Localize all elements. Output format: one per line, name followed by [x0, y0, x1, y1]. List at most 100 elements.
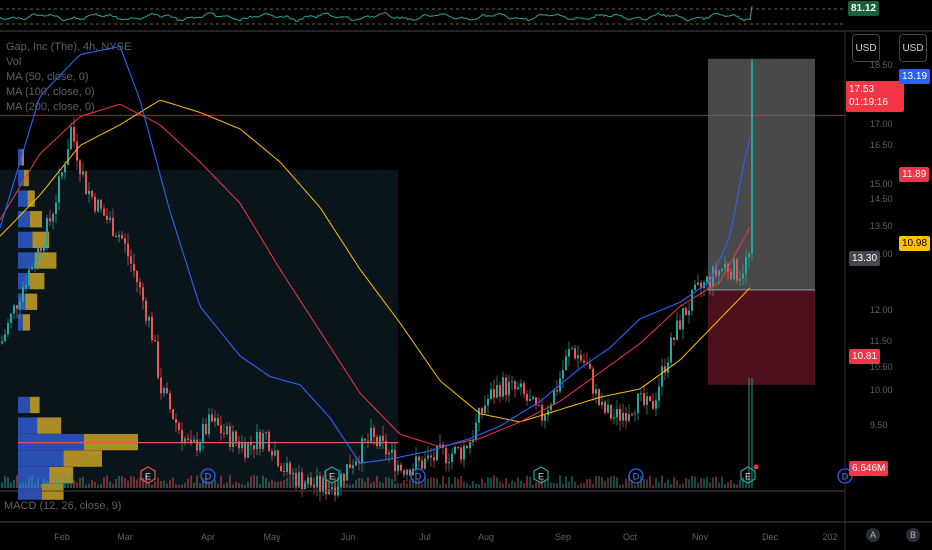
ma-200-legend[interactable]: MA (200, close, 0) — [6, 101, 95, 113]
candle-body — [67, 149, 69, 166]
candle-body — [79, 160, 81, 175]
event-marker-label: E — [145, 472, 151, 482]
candle-body — [514, 381, 516, 390]
volume-bar — [514, 482, 516, 488]
candle-body — [52, 214, 54, 222]
time-tick-label: Apr — [201, 532, 215, 542]
profit-zone — [708, 58, 815, 290]
volume-bar — [574, 481, 576, 488]
candle-body — [448, 461, 450, 464]
candle-body — [556, 390, 558, 392]
volume-bar — [190, 475, 192, 488]
vp-row-sell-2 — [27, 190, 35, 207]
volume-bar — [445, 483, 447, 488]
candle-body — [304, 483, 306, 490]
vp-row-buy-13 — [18, 466, 50, 484]
candle-body — [400, 464, 402, 471]
volume-legend[interactable]: Vol — [6, 56, 22, 68]
volume-bar — [247, 481, 249, 488]
ma-200-price-badge: 10.98 — [899, 236, 931, 251]
candle-body — [682, 308, 684, 330]
auto-scale-button[interactable]: A — [866, 528, 880, 542]
vp-row-sell-7 — [25, 293, 38, 310]
candle-body — [373, 427, 375, 437]
position-tool — [708, 58, 815, 385]
volume-bar — [553, 482, 555, 488]
volume-bar — [673, 476, 675, 488]
volume-bar — [595, 476, 597, 488]
volume-bar — [187, 478, 189, 488]
price-tick-label: 14.50 — [870, 194, 893, 204]
log-scale-button[interactable]: B — [906, 528, 920, 542]
currency-button-left[interactable]: USD — [852, 34, 880, 62]
volume-bar — [649, 475, 651, 488]
vp-row-buy-2 — [18, 190, 28, 207]
candle-body — [187, 438, 189, 440]
time-tick-label: Nov — [692, 532, 709, 542]
candle-body — [487, 398, 489, 406]
candle-body — [70, 126, 72, 150]
candle-body — [652, 401, 654, 409]
candle-body — [301, 472, 303, 490]
volume-bar — [412, 478, 414, 488]
volume-bar — [715, 476, 717, 488]
volume-bar — [202, 477, 204, 488]
candle-body — [643, 393, 645, 405]
candle-body — [94, 196, 96, 212]
macd-legend[interactable]: MACD (12, 26, close, 9) — [4, 500, 122, 512]
volume-bar — [331, 482, 333, 488]
time-tick-label: Jul — [419, 532, 431, 542]
candle-body — [280, 466, 282, 471]
last-price-value: 17.53 — [849, 84, 875, 95]
candle-body — [589, 363, 591, 369]
candle-body — [82, 171, 84, 175]
candle-body — [154, 340, 156, 342]
volume-bar — [208, 481, 210, 488]
volume-bar — [439, 484, 441, 488]
volume-bar — [430, 477, 432, 488]
candle-body — [172, 409, 174, 420]
volume-bar — [460, 475, 462, 488]
candle-body — [178, 422, 180, 430]
volume-bar — [352, 483, 354, 488]
candle-body — [664, 366, 666, 373]
candle-body — [73, 126, 75, 142]
candle-body — [433, 457, 435, 461]
volume-bar — [694, 476, 696, 488]
candle-body — [475, 422, 477, 440]
candle-body — [208, 414, 210, 435]
candle-body — [343, 473, 345, 481]
candle-body — [205, 423, 207, 435]
candle-body — [166, 388, 168, 394]
time-axis-ticks: Feb Mar Apr May Jun Jul Aug Sep Oct Nov Dec 202 — [54, 532, 837, 542]
candle-body — [736, 259, 738, 281]
time-tick-label: Feb — [54, 532, 70, 542]
alert-dot — [753, 464, 759, 470]
currency-button-right[interactable]: USD — [899, 34, 927, 62]
price-tick-label: 11.50 — [870, 336, 892, 346]
volume-bar — [700, 477, 702, 488]
candle-body — [109, 217, 111, 221]
volume-bar — [523, 483, 525, 488]
volume-bar — [718, 482, 720, 488]
candle-body — [460, 447, 462, 460]
volume-profile — [18, 149, 138, 500]
volume-bar — [130, 475, 132, 488]
time-tick-label: Aug — [478, 532, 494, 542]
candle-body — [523, 383, 525, 395]
ma-50-legend[interactable]: MA (50, close, 0) — [6, 71, 89, 83]
volume-bar — [37, 478, 39, 488]
candle-body — [307, 477, 309, 484]
candle-body — [592, 368, 594, 394]
volume-bar — [40, 484, 42, 488]
volume-bar — [346, 483, 348, 488]
ma-100-legend[interactable]: MA (100, close, 0) — [6, 86, 95, 98]
symbol-title[interactable]: Gap, Inc (The), 4h, NYSE — [6, 41, 132, 53]
volume-bar — [292, 476, 294, 488]
vp-row-sell-12 — [63, 450, 102, 467]
candle-body — [19, 301, 21, 309]
candle-body — [508, 381, 510, 396]
volume-bar — [7, 477, 9, 488]
candle-body — [61, 172, 63, 177]
